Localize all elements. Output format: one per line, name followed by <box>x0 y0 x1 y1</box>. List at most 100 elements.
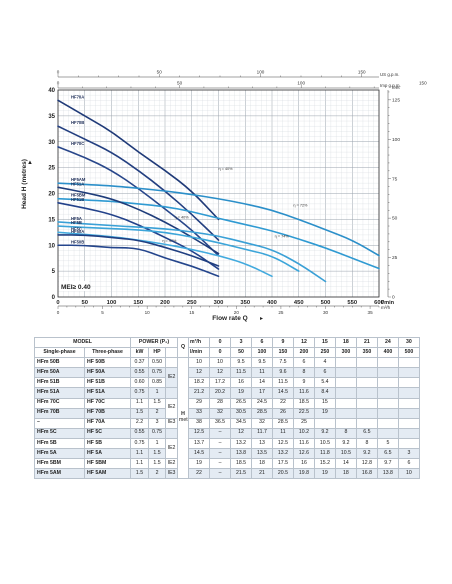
head-value: 28.5 <box>271 417 294 429</box>
three-phase-model: HF 50A <box>83 367 132 379</box>
head-value: 8.4 <box>313 387 336 399</box>
three-phase-model: HF 5B <box>83 437 132 450</box>
head-value <box>376 357 399 369</box>
series-label: HF70B <box>71 120 84 125</box>
series-line-hf51b <box>57 202 220 270</box>
power-hp: 0.75 <box>148 367 167 379</box>
head-value: 20.2 <box>209 387 232 399</box>
head-value: 36.5 <box>209 417 232 429</box>
head-value: 18 <box>334 468 357 480</box>
head-value: 18.5 <box>292 397 315 409</box>
head-value <box>334 377 357 389</box>
three-phase-model: HF 70B <box>83 407 132 419</box>
head-value: 21.5 <box>230 468 252 480</box>
y-tick-label: 35 <box>48 114 55 120</box>
series-line-hf70a <box>57 99 220 221</box>
m3h-unit: m³/h <box>188 336 211 349</box>
power-kw: 0.55 <box>130 427 150 439</box>
head-value: 34.5 <box>230 417 252 429</box>
head-value: 9.6 <box>271 367 294 379</box>
head-value: 14.5 <box>271 387 294 399</box>
head-value: 20.5 <box>271 468 294 480</box>
head-value: 22 <box>188 468 211 480</box>
power-hp: 0.50 <box>148 357 167 369</box>
x-tick-label: 450 <box>294 300 304 306</box>
head-value <box>313 417 336 429</box>
head-value: 26.5 <box>230 397 252 409</box>
series-line-hf5a <box>57 221 327 283</box>
x-tick-label: 550 <box>347 300 357 306</box>
ie-header-blank <box>165 347 179 359</box>
ie-class: IE2 <box>165 367 179 389</box>
head-value: 32 <box>209 407 232 419</box>
head-value: 22 <box>271 397 294 409</box>
m3h-tick-label: 25 <box>278 310 284 315</box>
power-kw: 1.1 <box>130 397 150 409</box>
series-lines <box>57 99 380 283</box>
power-kw: 1.1 <box>130 448 150 460</box>
x-tick-label: 600 <box>374 300 384 306</box>
head-value: 18.2 <box>188 377 211 389</box>
head-value: 10.2 <box>292 427 315 439</box>
power-kw: 1.5 <box>130 407 150 419</box>
head-value: 25 <box>292 417 315 429</box>
power-kw: 0.37 <box>130 357 150 369</box>
head-value: 14 <box>334 458 357 470</box>
imp-gpm-unit: Imp g.p.m. <box>380 83 401 88</box>
head-value <box>355 367 378 379</box>
head-value <box>376 427 399 439</box>
y-tick-label: 5 <box>52 269 56 275</box>
y-tick-label: 15 <box>48 217 55 223</box>
chart-frame <box>57 89 380 298</box>
table-row: HFm 5A HF 5A 1.1 1.5 14.5–13.8 13.5 13.2 12.6 11… <box>34 448 421 460</box>
head-value: 22.5 <box>292 407 315 419</box>
h-label: H <box>181 411 185 418</box>
head-value <box>397 357 421 369</box>
series-line-hf50a <box>57 234 220 267</box>
head-value: 21 <box>251 468 273 480</box>
power-kw: 2.2 <box>130 417 150 429</box>
q-header: Q <box>177 336 190 359</box>
efficiency-label: η = 72% <box>293 203 308 207</box>
single-phase-model: HFm 51B <box>34 377 85 389</box>
head-value: 11.5 <box>230 367 252 379</box>
x-tick-label: 150 <box>133 300 143 306</box>
head-value <box>334 387 357 399</box>
power-kw: 0.55 <box>130 367 150 379</box>
head-value: – <box>209 458 232 470</box>
single-phase-model: HFm 51A <box>34 387 85 399</box>
q-lmin-cell: 100 <box>251 347 273 359</box>
x-axis-label: Flow rate Q <box>212 315 247 322</box>
ie-class: IE2 <box>165 397 179 419</box>
head-value: 12 <box>188 367 211 379</box>
q-m3h-cell: 0 <box>209 336 232 349</box>
table-row: HFm 51B HF 51B 0.60 0.85 18.2 17.2 16 14 11.5 9 5.… <box>34 377 421 389</box>
head-value: 15 <box>313 397 336 409</box>
three-phase-model: HF 50B <box>83 357 132 369</box>
x-tick-label: 200 <box>160 300 170 306</box>
series-label: HF5A <box>71 216 82 221</box>
head-value: 6.5 <box>355 427 378 439</box>
head-value: 11.6 <box>292 387 315 399</box>
q-m3h-cell: 15 <box>313 336 336 349</box>
x-tick-label: 250 <box>187 300 197 306</box>
head-value: 9.5 <box>230 357 252 369</box>
head-value: – <box>209 427 232 439</box>
ie-class: IE3 <box>165 468 179 480</box>
head-value: 9.2 <box>355 448 378 460</box>
head-value: 12.5 <box>188 427 211 439</box>
power-hp: 1.5 <box>148 397 167 409</box>
power-hp: 3 <box>148 417 167 429</box>
head-value <box>334 357 357 369</box>
q-m3h-cell: 24 <box>376 336 399 349</box>
mei-label: MEI≥ 0.40 <box>61 284 91 291</box>
m3h-axis: 0 5 10 15 20 25 30 35 m³/h <box>57 305 391 315</box>
head-value: – <box>209 448 232 460</box>
imp-gpm-tick-label: 50 <box>177 81 183 86</box>
head-value: 26 <box>271 407 294 419</box>
imp-gpm-tick-label: 100 <box>297 81 305 86</box>
q-lmin-cell: 50 <box>230 347 252 359</box>
head-value: 11.8 <box>313 448 336 460</box>
head-value: 10 <box>209 357 232 369</box>
